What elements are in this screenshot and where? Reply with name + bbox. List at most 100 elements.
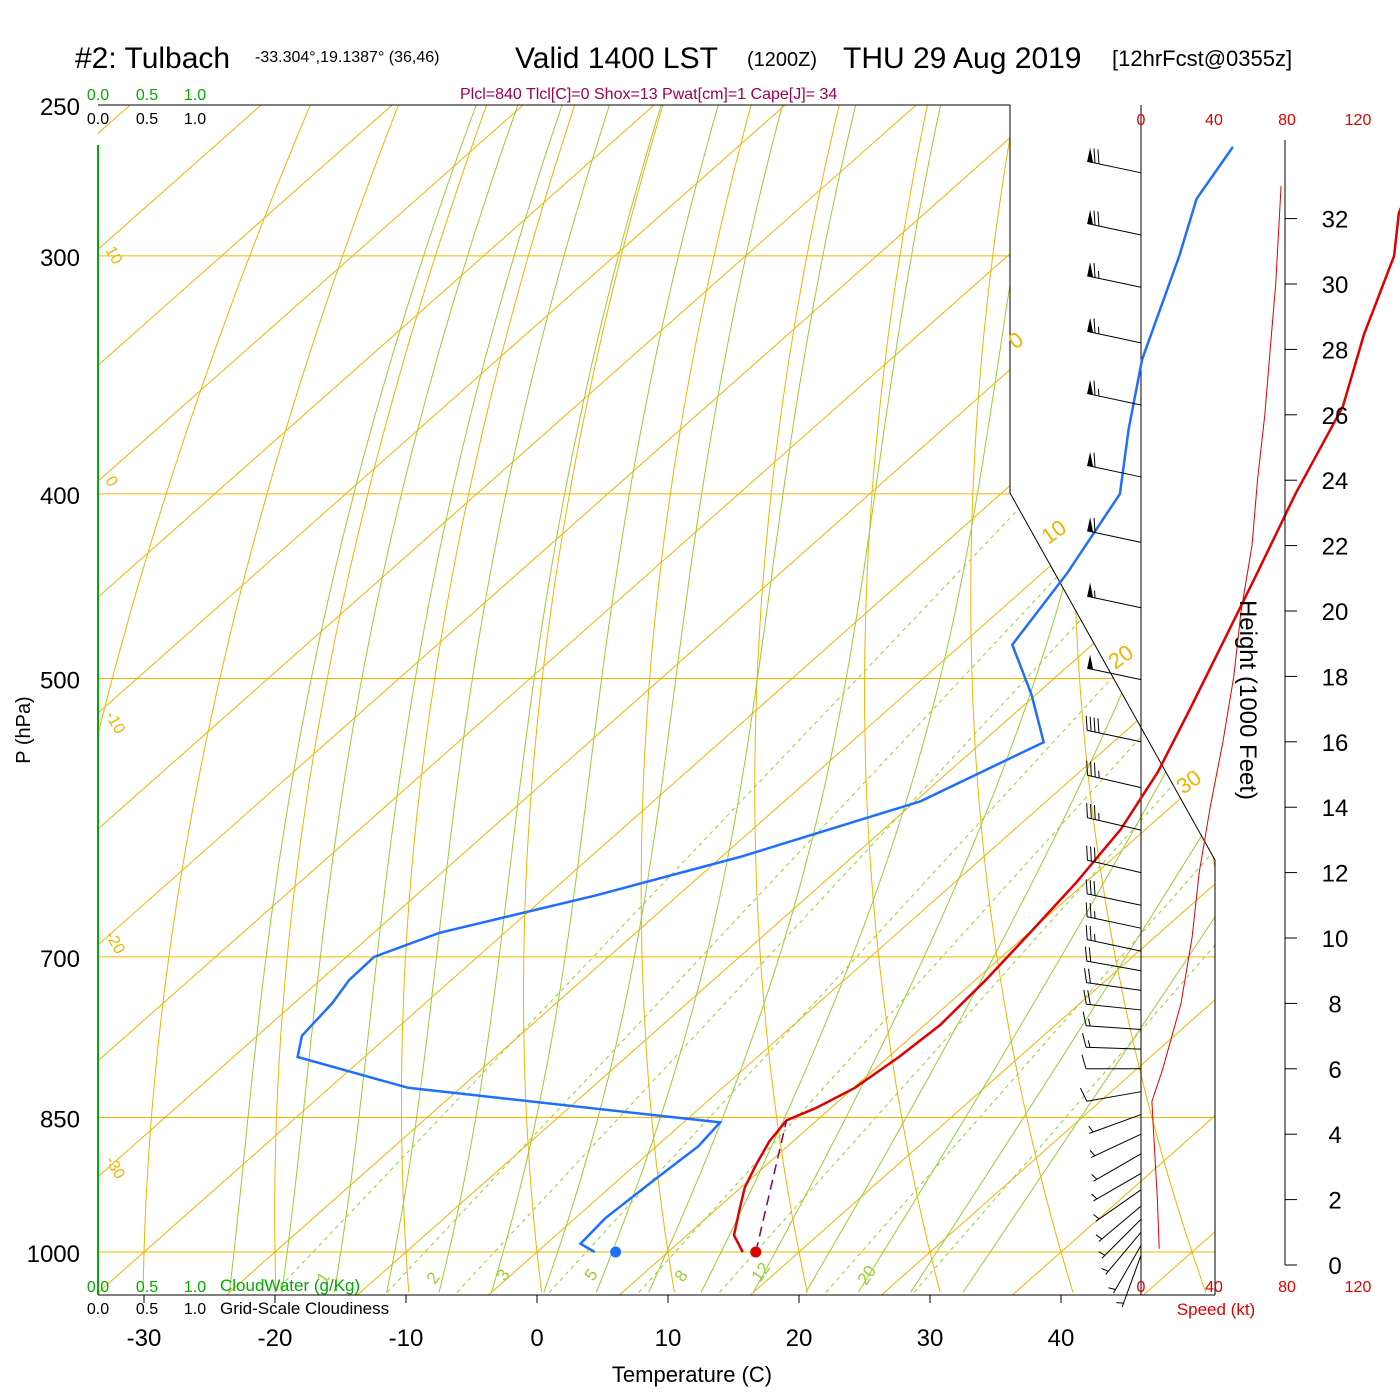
- barb-half: [1091, 1173, 1098, 1180]
- barb-staff: [1087, 667, 1142, 681]
- barb-flag: [1087, 262, 1094, 278]
- dry-adiabats: [98, 105, 1215, 1293]
- forecast-date: THU 29 Aug 2019: [843, 42, 1082, 75]
- isotherm-line: [596, 105, 1215, 1295]
- dry-adiabat-line: [754, 105, 848, 1293]
- barb-staff: [1087, 275, 1142, 288]
- wind-barb: [1086, 845, 1142, 874]
- cloudiness-tick-bottom: 1.0: [184, 1301, 206, 1318]
- height-tick-label: 2: [1328, 1188, 1341, 1215]
- barb-full: [1087, 968, 1091, 984]
- temperature-axis-label: Temperature (C): [612, 1362, 772, 1387]
- wind-barb: [1087, 317, 1142, 344]
- barb-staff: [1087, 223, 1142, 236]
- barb-full: [1097, 718, 1100, 733]
- moist-adiabat-line: [910, 105, 1215, 1293]
- cloudiness-label: Grid-Scale Cloudiness: [220, 1299, 389, 1318]
- barb-staff: [1121, 1255, 1142, 1308]
- wind-barb: [1095, 1205, 1142, 1242]
- barb-full: [1093, 262, 1096, 278]
- barb-full: [1084, 946, 1088, 962]
- height-tick-label: 4: [1328, 1122, 1341, 1149]
- barb-full: [1093, 517, 1096, 533]
- speed-tick-top: 80: [1278, 112, 1296, 129]
- barb-full: [1093, 318, 1096, 334]
- barb-full: [1093, 762, 1096, 778]
- dry-adiabat-line: [98, 105, 326, 1293]
- isotherm-line: [98, 105, 547, 1295]
- wind-barb: [1085, 879, 1142, 906]
- station-title: #2: Tulbach: [75, 42, 230, 75]
- dry-adiabat-line: [1073, 105, 1207, 1293]
- barb-staff: [1087, 160, 1142, 174]
- height-tick-label: 24: [1322, 468, 1349, 495]
- pressure-tick-label: 500: [40, 668, 80, 695]
- barb-full: [1093, 148, 1096, 164]
- barb-staff: [1087, 859, 1142, 874]
- temperature-tick-label: -20: [258, 1325, 293, 1352]
- cloudiness-tick-bottom: 0.5: [136, 1301, 158, 1318]
- isotherm-label: -30: [102, 1154, 128, 1183]
- barb-staff: [1101, 1218, 1142, 1259]
- dry-adiabat-line: [640, 105, 761, 1293]
- temperature-tick-label: 40: [1048, 1325, 1075, 1352]
- stability-indices: Plcl=840 Tlcl[C]=0 Shox=13 Pwat[cm]=1 Ca…: [460, 86, 837, 103]
- height-tick-label: 16: [1322, 730, 1349, 757]
- barb-full: [1086, 845, 1088, 861]
- moist-adiabat-line: [543, 105, 793, 1293]
- height-tick-label: 14: [1322, 795, 1349, 822]
- temperature-tick-label: 10: [655, 1325, 682, 1352]
- mixing-ratio-label: 5: [581, 1266, 602, 1285]
- speed-tick-top: 0: [1137, 112, 1146, 129]
- speed-tick-bottom: 80: [1278, 1279, 1296, 1296]
- barb-staff: [1087, 330, 1142, 344]
- station-coords: -33.304°,19.1387° (36,46): [255, 49, 439, 66]
- barb-full: [1093, 452, 1096, 468]
- isotherm-line: [98, 105, 1071, 1295]
- height-tick-label: 12: [1322, 861, 1349, 888]
- barb-flag: [1087, 317, 1094, 333]
- pressure-axis-label: P (hPa): [13, 696, 35, 763]
- barb-staff: [1095, 1189, 1142, 1222]
- isotherm-line: [98, 105, 1202, 1295]
- cloudiness-tick-top: 0.0: [87, 111, 109, 128]
- barb-staff: [1087, 893, 1142, 906]
- barb-half: [1091, 1193, 1098, 1200]
- height-tick-label: 20: [1322, 599, 1349, 626]
- moist-adiabat-line: [648, 105, 949, 1293]
- barb-flag: [1087, 582, 1094, 598]
- mixing-ratio-line: [274, 493, 1034, 1293]
- moist-adiabat-line: [490, 105, 729, 1293]
- barb-full: [1084, 968, 1088, 983]
- surface-dewpoint-marker: [610, 1246, 622, 1258]
- wind-barb: [1085, 902, 1142, 929]
- wind-barb: [1098, 1218, 1142, 1259]
- barb-full: [1093, 880, 1096, 896]
- barb-staff: [1087, 393, 1142, 406]
- pressure-tick-label: 400: [40, 483, 80, 510]
- isotherm-label: -10: [102, 709, 128, 738]
- isotherm-label: -20: [102, 929, 128, 958]
- speed-tick-bottom: 120: [1345, 1279, 1372, 1296]
- cloudiness-tick-top: 1.0: [184, 111, 206, 128]
- forecast-info: [12hrFcst@0355z]: [1112, 46, 1292, 71]
- wind-barb: [1087, 654, 1142, 681]
- wind-barb: [1089, 1133, 1142, 1158]
- barb-staff: [1090, 1133, 1142, 1158]
- speed-tick-bottom: 40: [1205, 1279, 1223, 1296]
- barb-staff: [1086, 1091, 1142, 1102]
- wind-barb: [1081, 1054, 1141, 1070]
- barb-half: [1095, 1234, 1103, 1240]
- isotherm-label: 10: [102, 244, 126, 268]
- barb-flag: [1087, 517, 1094, 533]
- isotherm-line: [727, 105, 1215, 1295]
- speed-axis-label: Speed (kt): [1177, 1300, 1255, 1319]
- moist-adiabat-line: [700, 105, 1048, 1293]
- speed-tick-bottom: 0: [1137, 1279, 1146, 1296]
- barb-flag: [1087, 209, 1094, 225]
- barb-full: [1085, 902, 1088, 917]
- pressure-tick-label: 1000: [27, 1241, 80, 1268]
